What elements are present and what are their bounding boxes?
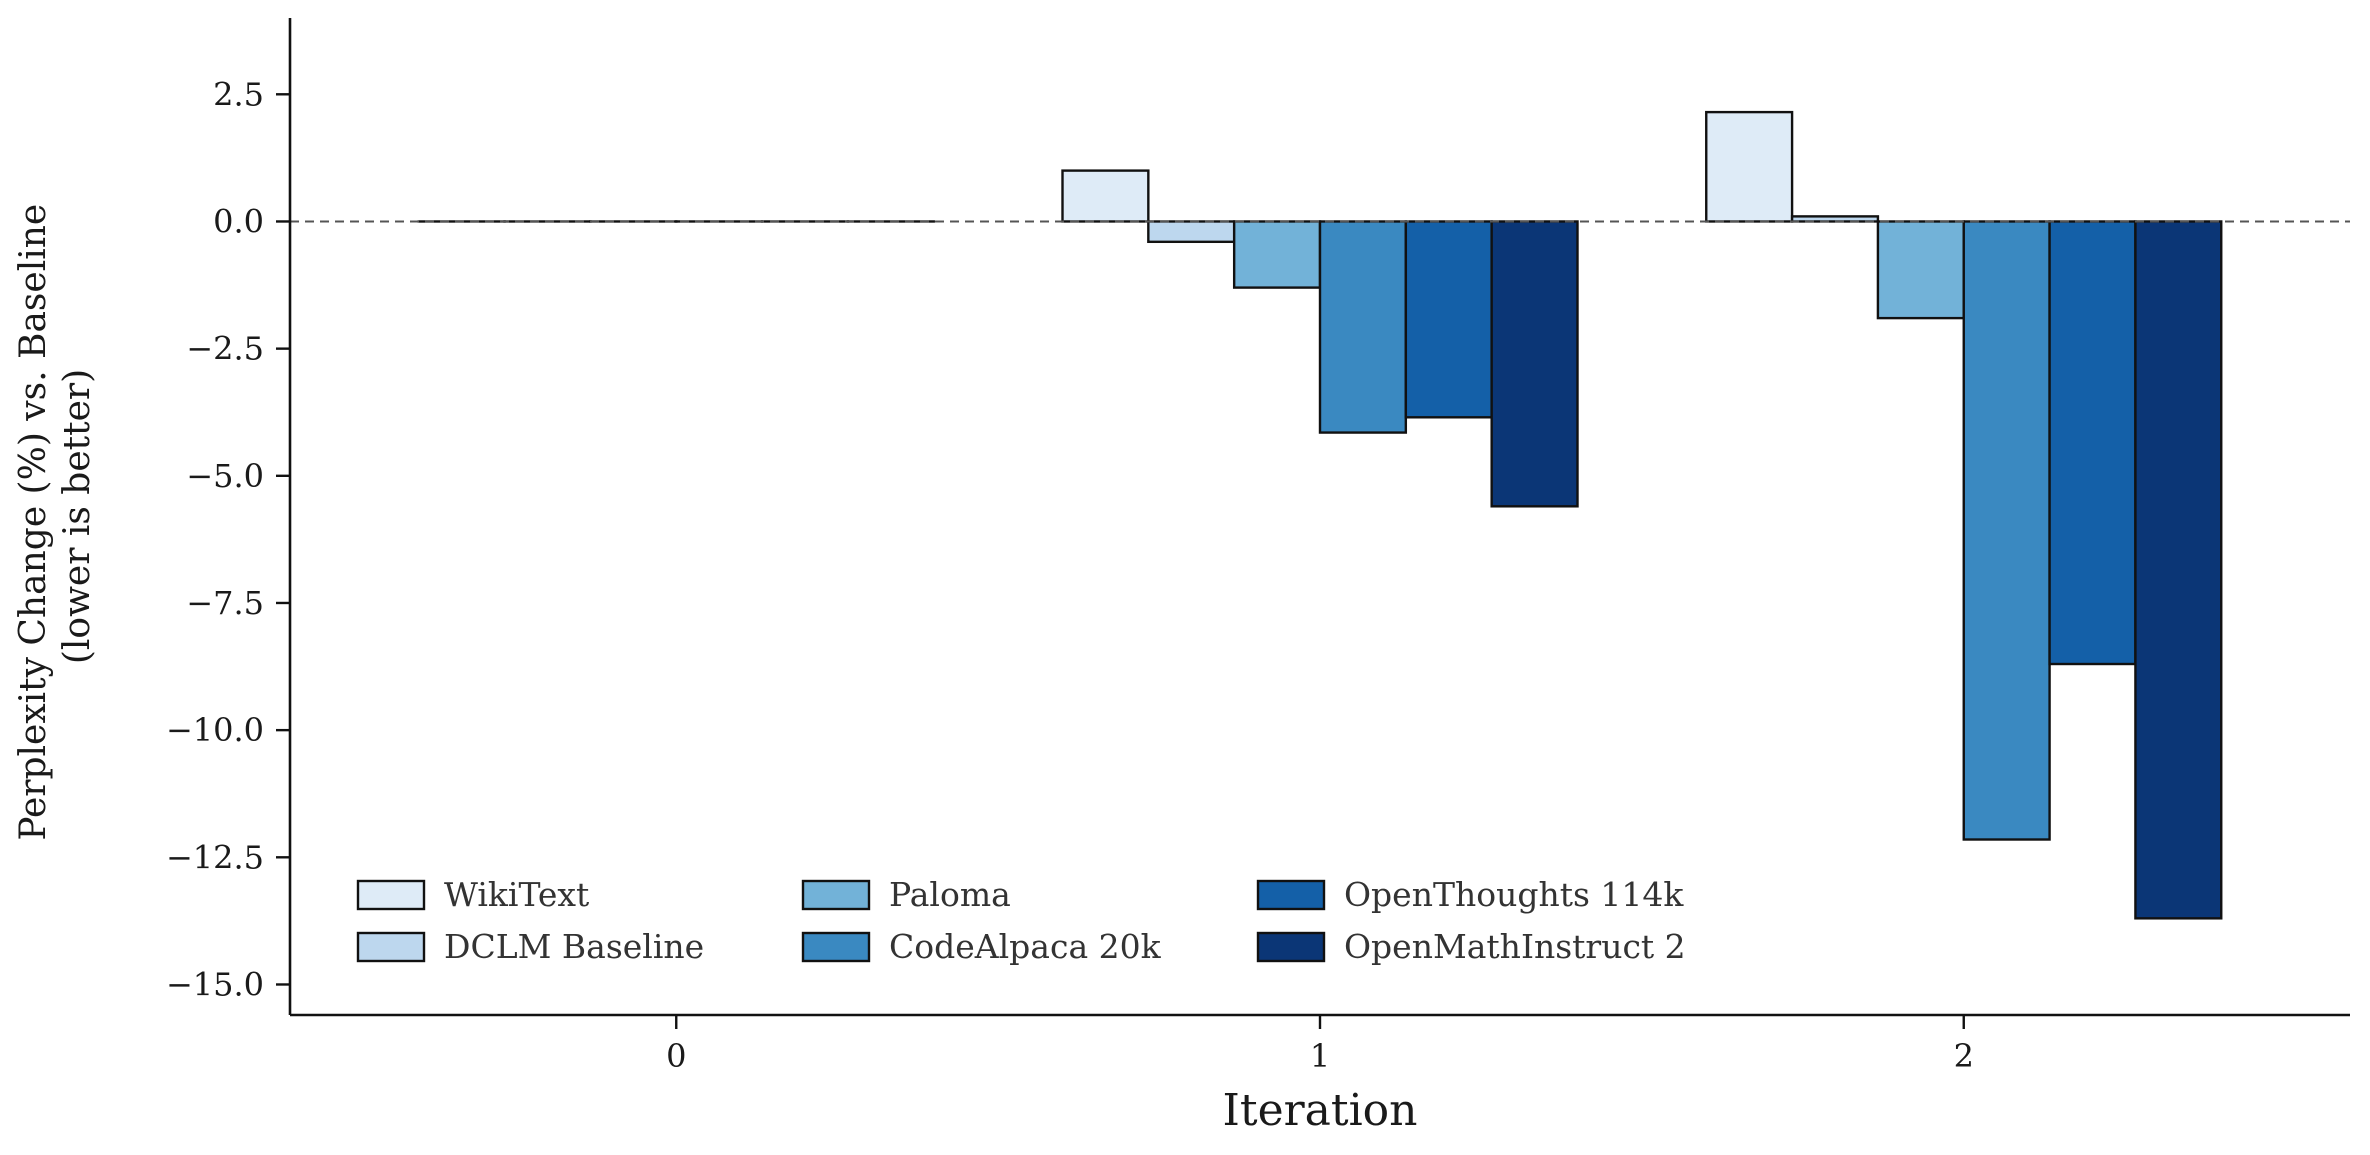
- legend-swatch-openmathinstruct-2: [1256, 931, 1326, 963]
- legend-swatch-paloma: [801, 879, 871, 911]
- ticks: −15.0 −12.5 −10.0 −7.5 −5.0 −2.5 0.0 2.5 0 1 2: [166, 75, 1974, 1075]
- y-tick-label: −12.5: [166, 838, 264, 876]
- legend-swatch-dclm-baseline: [356, 931, 426, 963]
- bar-paloma-iter-1: [1232, 220, 1322, 289]
- legend: WikiText DCLM Baseline Paloma CodeAlpaca 20…: [356, 875, 1686, 966]
- legend-label-openmathinstruct-2: OpenMathInstruct 2: [1344, 927, 1686, 966]
- legend-label-dclm-baseline: DCLM Baseline: [444, 927, 704, 966]
- bar-codealpaca-20k-iter-1: [1318, 220, 1408, 434]
- bar-openmathinstruct-2-iter-2: [2134, 220, 2223, 920]
- legend-swatch-wikitext: [356, 879, 426, 911]
- y-tick-label: 0.0: [213, 202, 264, 240]
- bar-wikitext-iter-2: [1705, 110, 1794, 223]
- legend-label-wikitext: WikiText: [444, 875, 589, 914]
- bar-openmathinstruct-2-iter-1: [1490, 220, 1579, 508]
- legend-swatch-openthoughts-114k: [1256, 879, 1326, 911]
- legend-swatch-codealpaca-20k: [801, 931, 871, 963]
- y-tick-label: −15.0: [166, 965, 264, 1003]
- x-tick-label: 0: [666, 1037, 686, 1075]
- legend-label-paloma: Paloma: [889, 875, 1011, 914]
- y-tick-label: −2.5: [186, 330, 264, 368]
- y-tick-label: −10.0: [166, 711, 264, 749]
- y-axis-title-line-1: Perplexity Change (%) vs. Baseline: [13, 204, 54, 841]
- y-axis-title: Perplexity Change (%) vs. Baseline (lowe…: [13, 192, 98, 840]
- x-tick-label: 1: [1310, 1037, 1330, 1075]
- bar-codealpaca-20k-iter-2: [1962, 220, 2051, 841]
- bar-openthoughts-114k-iter-1: [1404, 220, 1493, 419]
- legend-label-openthoughts-114k: OpenThoughts 114k: [1344, 875, 1684, 914]
- y-tick-label: −7.5: [186, 584, 264, 622]
- bar-openthoughts-114k-iter-2: [2048, 220, 2137, 666]
- legend-label-codealpaca-20k: CodeAlpaca 20k: [889, 927, 1162, 966]
- bars: [417, 110, 2223, 920]
- x-tick-label: 2: [1954, 1037, 1974, 1075]
- bar-dclm-baseline-iter-1: [1147, 220, 1236, 244]
- bar-wikitext-iter-1: [1061, 169, 1150, 223]
- bar-paloma-iter-2: [1876, 220, 1965, 320]
- x-axis-title: Iteration: [1223, 1085, 1418, 1136]
- y-tick-label: −5.0: [186, 457, 264, 495]
- y-tick-label: 2.5: [213, 75, 264, 113]
- y-axis-title-line-2: (lower is better): [57, 369, 98, 664]
